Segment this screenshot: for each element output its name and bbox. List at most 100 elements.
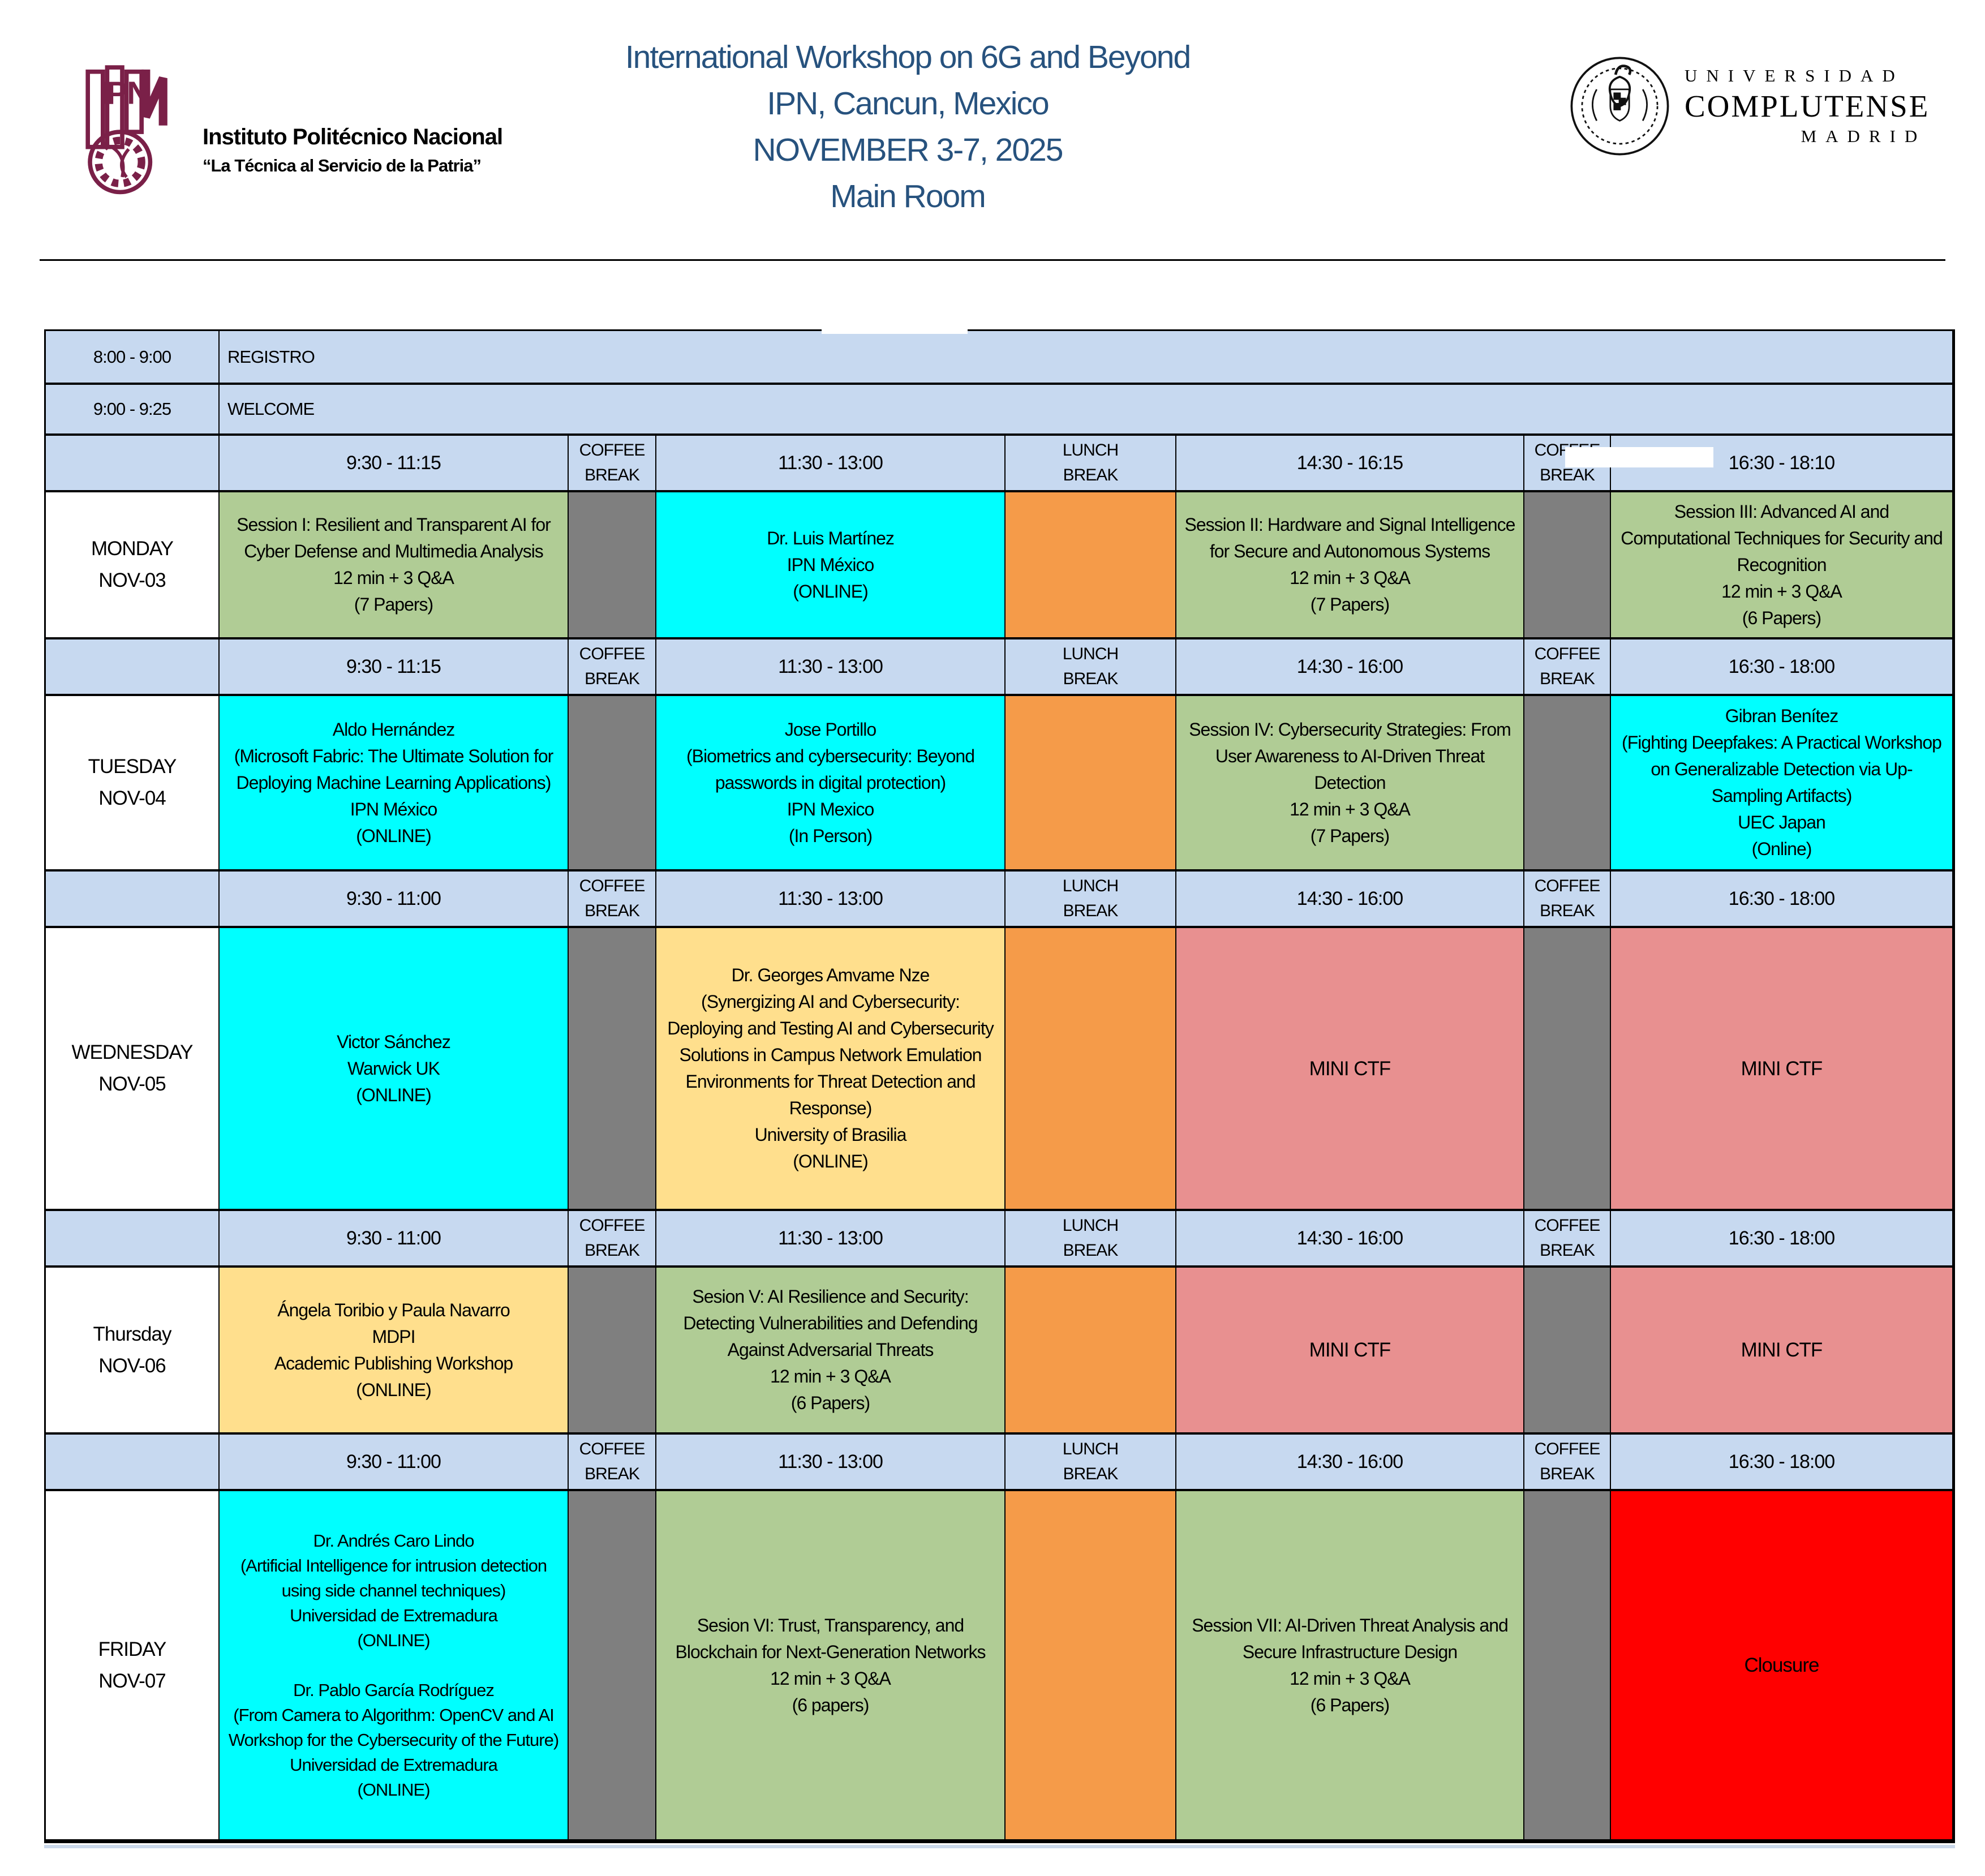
session-cell: Session IV: Cybersecurity Strategies: Fr… bbox=[1176, 696, 1524, 872]
time-slot-header: 14:30 - 16:00 bbox=[1176, 639, 1524, 696]
session-cell: MINI CTF bbox=[1611, 928, 1953, 1211]
lunch-break-cell bbox=[1006, 1491, 1176, 1841]
title-line-3: NOVEMBER 3-7, 2025 bbox=[753, 132, 1064, 168]
session-cell: Dr. Luis Martínez IPN México (ONLINE) bbox=[656, 492, 1006, 639]
coffee-break-cell bbox=[569, 1268, 656, 1435]
day-header-spacer bbox=[46, 639, 220, 696]
schedule-table: 8:00 - 9:00 REGISTRO 9:00 - 9:25 WELCOME… bbox=[44, 326, 1955, 1848]
time-slot-header: 14:30 - 16:00 bbox=[1176, 1211, 1524, 1268]
lunch-break-cell bbox=[1006, 928, 1176, 1211]
coffee-break-cell bbox=[1524, 492, 1611, 639]
welcome-time: 9:00 - 9:25 bbox=[46, 385, 220, 436]
day-date: NOV-05 bbox=[98, 1073, 166, 1095]
session-cell: Sesion V: AI Resilience and Security: De… bbox=[656, 1268, 1006, 1435]
ucm-madrid-label: MADRID bbox=[1801, 126, 1927, 146]
ucm-seal-icon bbox=[1570, 57, 1669, 156]
session-cell: Victor Sánchez Warwick UK (ONLINE) bbox=[220, 928, 569, 1211]
session-cell: Session I: Resilient and Transparent AI … bbox=[220, 492, 569, 639]
day-name: FRIDAY bbox=[98, 1638, 167, 1660]
registro-time: 8:00 - 9:00 bbox=[46, 331, 220, 385]
coffee-break-cell bbox=[569, 492, 656, 639]
session-cell: Dr. Andrés Caro Lindo (Artificial Intell… bbox=[220, 1491, 569, 1841]
session-cell: Sesion VI: Trust, Transparency, and Bloc… bbox=[656, 1491, 1006, 1841]
ucm-logo-block: UNIVERSIDAD COMPLUTENSE MADRID bbox=[1567, 54, 1930, 158]
time-slot-header: 16:30 - 18:00 bbox=[1611, 872, 1953, 928]
session-cell: Dr. Georges Amvame Nze (Synergizing AI a… bbox=[656, 928, 1006, 1211]
ipn-acronym: IPN bbox=[98, 75, 149, 111]
session-cell: Session II: Hardware and Signal Intellig… bbox=[1176, 492, 1524, 639]
title-line-4: Main Room bbox=[830, 178, 986, 214]
coffee-break-header: COFFEE BREAK bbox=[1524, 639, 1611, 696]
coffee-break-cell bbox=[569, 1491, 656, 1841]
session-cell: Jose Portillo (Biometrics and cybersecur… bbox=[656, 696, 1006, 872]
coffee-break-cell bbox=[569, 696, 656, 872]
day-header-spacer bbox=[46, 436, 220, 492]
ucm-universidad-label: UNIVERSIDAD bbox=[1685, 66, 1904, 85]
coffee-break-cell bbox=[1524, 1268, 1611, 1435]
coffee-break-header: COFFEE BREAK bbox=[569, 872, 656, 928]
day-header-spacer bbox=[46, 1435, 220, 1491]
session-cell: Gibran Benítez (Fighting Deepfakes: A Pr… bbox=[1611, 696, 1953, 872]
day-label-cell: MONDAY NOV-03 bbox=[46, 492, 220, 639]
time-slot-header: 9:30 - 11:00 bbox=[220, 872, 569, 928]
time-slot-header: 11:30 - 13:00 bbox=[656, 872, 1006, 928]
coffee-break-header: COFFEE BREAK bbox=[569, 436, 656, 492]
day-date: NOV-03 bbox=[98, 569, 166, 591]
coffee-break-cell bbox=[569, 928, 656, 1211]
coffee-break-header: COFFEE BREAK bbox=[1524, 1211, 1611, 1268]
coffee-break-header: COFFEE BREAK bbox=[1524, 872, 1611, 928]
day-header-spacer bbox=[46, 872, 220, 928]
time-slot-header: 16:30 - 18:00 bbox=[1611, 639, 1953, 696]
lunch-break-cell bbox=[1006, 696, 1176, 872]
time-slot-header: 14:30 - 16:15 bbox=[1176, 436, 1524, 492]
day-date: NOV-06 bbox=[98, 1354, 166, 1377]
white-render-artifact-monday-header bbox=[1565, 447, 1713, 467]
white-render-artifact-top bbox=[822, 326, 968, 334]
lunch-break-cell bbox=[1006, 492, 1176, 639]
day-name: TUESDAY bbox=[88, 755, 177, 778]
ucm-complutense-label: COMPLUTENSE bbox=[1685, 89, 1930, 123]
session-cell: Session III: Advanced AI and Computation… bbox=[1611, 492, 1953, 639]
ipn-institution-name: Instituto Politécnico Nacional bbox=[203, 124, 503, 149]
time-slot-header: 14:30 - 16:00 bbox=[1176, 1435, 1524, 1491]
day-label-cell: WEDNESDAY NOV-05 bbox=[46, 928, 220, 1211]
coffee-break-header: COFFEE BREAK bbox=[569, 1435, 656, 1491]
ipn-motto: “La Técnica al Servicio de la Patria” bbox=[203, 155, 482, 175]
session-cell: MINI CTF bbox=[1611, 1268, 1953, 1435]
day-label-cell: TUESDAY NOV-04 bbox=[46, 696, 220, 872]
coffee-break-header: COFFEE BREAK bbox=[569, 639, 656, 696]
time-slot-header: 11:30 - 13:00 bbox=[656, 1435, 1006, 1491]
lunch-break-cell bbox=[1006, 1268, 1176, 1435]
table-bottom-shadow bbox=[44, 1845, 1955, 1848]
time-slot-header: 9:30 - 11:00 bbox=[220, 1435, 569, 1491]
coffee-break-cell bbox=[1524, 928, 1611, 1211]
coffee-break-header: COFFEE BREAK bbox=[1524, 1435, 1611, 1491]
day-date: NOV-04 bbox=[98, 787, 166, 809]
lunch-break-header: LUNCH BREAK bbox=[1006, 1211, 1176, 1268]
ipn-logo-block: IPN Instituto Politécnico Nacional “La T… bbox=[79, 62, 503, 204]
time-slot-header: 14:30 - 16:00 bbox=[1176, 872, 1524, 928]
day-name: WEDNESDAY bbox=[71, 1041, 194, 1063]
time-slot-header: 9:30 - 11:15 bbox=[220, 436, 569, 492]
title-line-2: IPN, Cancun, Mexico bbox=[767, 85, 1049, 122]
session-cell: MINI CTF bbox=[1176, 928, 1524, 1211]
day-date: NOV-07 bbox=[98, 1669, 166, 1692]
lunch-break-header: LUNCH BREAK bbox=[1006, 639, 1176, 696]
registro-label: REGISTRO bbox=[220, 331, 1953, 385]
lunch-break-header: LUNCH BREAK bbox=[1006, 1435, 1176, 1491]
day-label-cell: FRIDAY NOV-07 bbox=[46, 1491, 220, 1841]
session-cell: MINI CTF bbox=[1176, 1268, 1524, 1435]
time-slot-header: 11:30 - 13:00 bbox=[656, 436, 1006, 492]
coffee-break-header: COFFEE BREAK bbox=[569, 1211, 656, 1268]
day-name: Thursday bbox=[93, 1323, 172, 1345]
page-title: International Workshop on 6G and Beyond … bbox=[512, 34, 1304, 220]
lunch-break-header: LUNCH BREAK bbox=[1006, 872, 1176, 928]
time-slot-header: 16:30 - 18:00 bbox=[1611, 1435, 1953, 1491]
coffee-break-cell bbox=[1524, 696, 1611, 872]
time-slot-header: 9:30 - 11:15 bbox=[220, 639, 569, 696]
schedule-grid: 8:00 - 9:00 REGISTRO 9:00 - 9:25 WELCOME… bbox=[44, 329, 1955, 1843]
header-divider-line bbox=[40, 259, 1945, 261]
lunch-break-header: LUNCH BREAK bbox=[1006, 436, 1176, 492]
time-slot-header: 9:30 - 11:00 bbox=[220, 1211, 569, 1268]
